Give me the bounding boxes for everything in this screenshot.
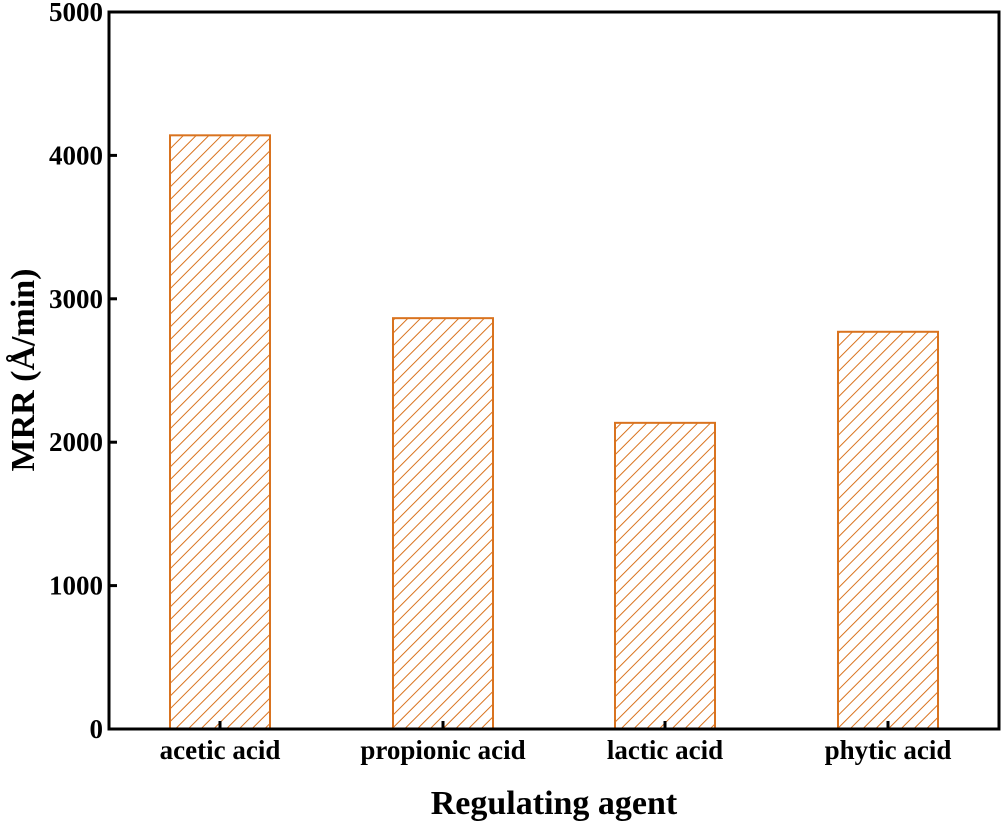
y-tick-label: 1000: [49, 571, 103, 601]
bar-acetic-acid: [169, 134, 271, 731]
y-tick-label: 2000: [49, 427, 103, 457]
x-tick-label: acetic acid: [160, 735, 281, 765]
bar-propionic-acid: [392, 317, 494, 730]
bar-lactic-acid: [614, 421, 716, 730]
labels-layer: acetic acid propionic acid lactic acid phyt…: [49, 0, 951, 765]
bar-phytic-acid: [837, 330, 939, 730]
ticks-layer: [109, 153, 890, 729]
x-tick-label: phytic acid: [825, 735, 952, 765]
y-axis-title: MRR (Å/min): [5, 268, 42, 471]
y-tick-label: 5000: [49, 0, 103, 27]
x-tick-label: propionic acid: [360, 735, 525, 765]
x-axis-title: Regulating agent: [431, 785, 678, 822]
plot-frame: [107, 10, 1001, 731]
bars-layer: [169, 134, 939, 731]
y-tick-label: 3000: [49, 284, 103, 314]
y-tick-label: 0: [90, 714, 104, 744]
x-tick-label: lactic acid: [607, 735, 723, 765]
y-tick-label: 4000: [49, 140, 103, 170]
